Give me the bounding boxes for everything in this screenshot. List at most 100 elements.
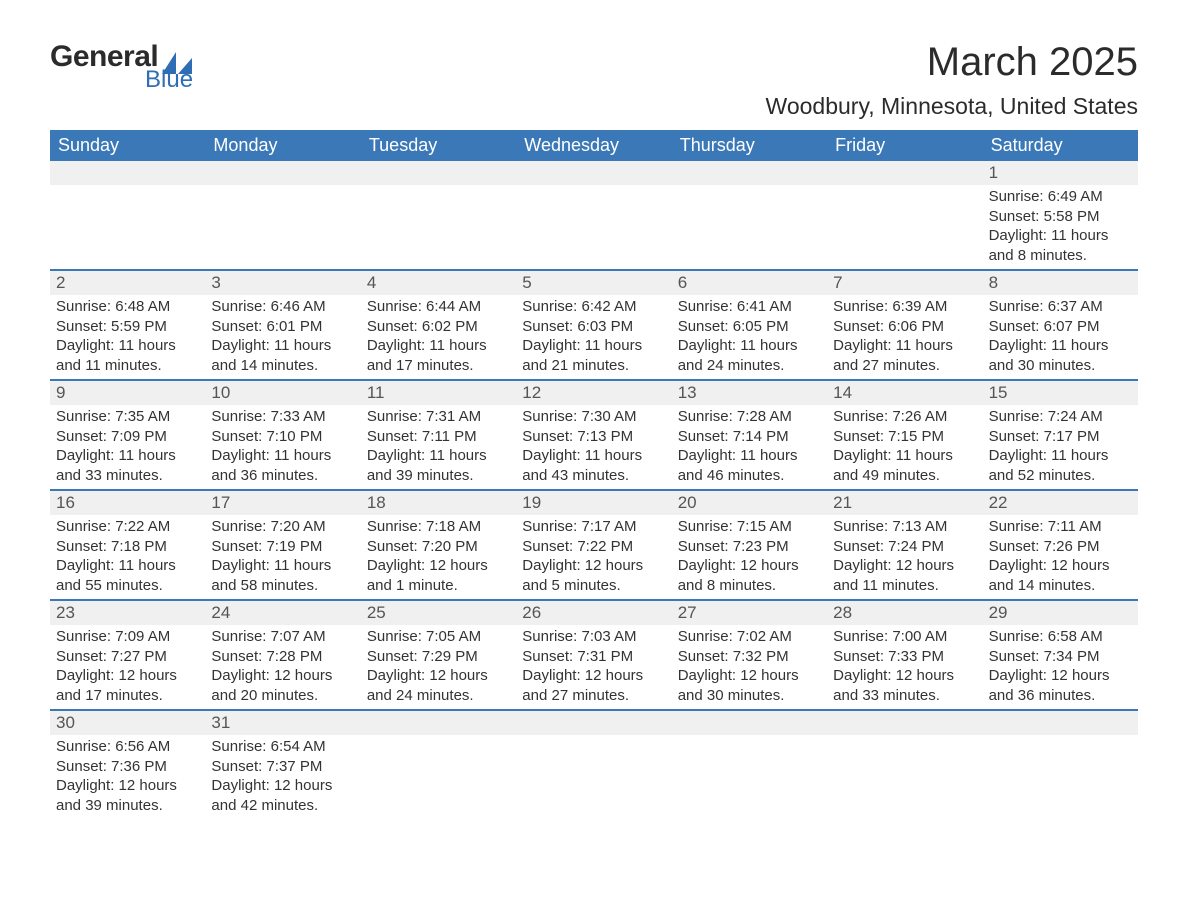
daylight-text: Daylight: 11 hours and 36 minutes.	[211, 446, 354, 485]
empty-day-number	[361, 161, 516, 185]
day-detail: Sunrise: 6:49 AMSunset: 5:58 PMDaylight:…	[983, 185, 1138, 269]
day-number: 23	[50, 601, 205, 625]
week-row: 2Sunrise: 6:48 AMSunset: 5:59 PMDaylight…	[50, 269, 1138, 379]
weeks-container: 1Sunrise: 6:49 AMSunset: 5:58 PMDaylight…	[50, 161, 1138, 819]
sunset-text: Sunset: 7:11 PM	[367, 427, 510, 447]
day-detail: Sunrise: 6:56 AMSunset: 7:36 PMDaylight:…	[50, 735, 205, 819]
day-cell: 5Sunrise: 6:42 AMSunset: 6:03 PMDaylight…	[516, 271, 671, 379]
day-detail: Sunrise: 6:39 AMSunset: 6:06 PMDaylight:…	[827, 295, 982, 379]
day-cell: 31Sunrise: 6:54 AMSunset: 7:37 PMDayligh…	[205, 711, 360, 819]
day-number: 22	[983, 491, 1138, 515]
daylight-text: Daylight: 12 hours and 20 minutes.	[211, 666, 354, 705]
day-cell: 13Sunrise: 7:28 AMSunset: 7:14 PMDayligh…	[672, 381, 827, 489]
daylight-text: Daylight: 12 hours and 11 minutes.	[833, 556, 976, 595]
sunset-text: Sunset: 7:28 PM	[211, 647, 354, 667]
sunrise-text: Sunrise: 7:22 AM	[56, 517, 199, 537]
day-cell: 11Sunrise: 7:31 AMSunset: 7:11 PMDayligh…	[361, 381, 516, 489]
day-number: 6	[672, 271, 827, 295]
week-row: 1Sunrise: 6:49 AMSunset: 5:58 PMDaylight…	[50, 161, 1138, 269]
day-cell	[361, 161, 516, 269]
daylight-text: Daylight: 11 hours and 30 minutes.	[989, 336, 1132, 375]
day-detail: Sunrise: 7:00 AMSunset: 7:33 PMDaylight:…	[827, 625, 982, 709]
month-title: March 2025	[766, 40, 1138, 85]
sunrise-text: Sunrise: 7:00 AM	[833, 627, 976, 647]
sunrise-text: Sunrise: 7:13 AM	[833, 517, 976, 537]
sunset-text: Sunset: 6:01 PM	[211, 317, 354, 337]
sunrise-text: Sunrise: 6:39 AM	[833, 297, 976, 317]
day-number: 27	[672, 601, 827, 625]
day-header-cell: Sunday	[50, 130, 205, 161]
daylight-text: Daylight: 11 hours and 43 minutes.	[522, 446, 665, 485]
day-number: 12	[516, 381, 671, 405]
day-cell: 3Sunrise: 6:46 AMSunset: 6:01 PMDaylight…	[205, 271, 360, 379]
daylight-text: Daylight: 11 hours and 52 minutes.	[989, 446, 1132, 485]
day-number: 31	[205, 711, 360, 735]
sunset-text: Sunset: 6:07 PM	[989, 317, 1132, 337]
sunrise-text: Sunrise: 7:03 AM	[522, 627, 665, 647]
day-detail: Sunrise: 7:07 AMSunset: 7:28 PMDaylight:…	[205, 625, 360, 709]
empty-day-number	[672, 711, 827, 735]
day-detail: Sunrise: 6:44 AMSunset: 6:02 PMDaylight:…	[361, 295, 516, 379]
sunset-text: Sunset: 7:36 PM	[56, 757, 199, 777]
day-number: 14	[827, 381, 982, 405]
empty-day-number	[827, 161, 982, 185]
daylight-text: Daylight: 11 hours and 46 minutes.	[678, 446, 821, 485]
empty-day-detail	[672, 185, 827, 211]
day-detail: Sunrise: 7:24 AMSunset: 7:17 PMDaylight:…	[983, 405, 1138, 489]
sunrise-text: Sunrise: 7:11 AM	[989, 517, 1132, 537]
sunset-text: Sunset: 7:32 PM	[678, 647, 821, 667]
day-cell: 7Sunrise: 6:39 AMSunset: 6:06 PMDaylight…	[827, 271, 982, 379]
day-number: 18	[361, 491, 516, 515]
daylight-text: Daylight: 12 hours and 8 minutes.	[678, 556, 821, 595]
sunset-text: Sunset: 7:09 PM	[56, 427, 199, 447]
sunrise-text: Sunrise: 7:15 AM	[678, 517, 821, 537]
sunrise-text: Sunrise: 6:49 AM	[989, 187, 1132, 207]
sunrise-text: Sunrise: 6:48 AM	[56, 297, 199, 317]
sunrise-text: Sunrise: 7:30 AM	[522, 407, 665, 427]
sunset-text: Sunset: 7:27 PM	[56, 647, 199, 667]
day-number: 25	[361, 601, 516, 625]
empty-day-number	[205, 161, 360, 185]
daylight-text: Daylight: 12 hours and 36 minutes.	[989, 666, 1132, 705]
day-detail: Sunrise: 7:13 AMSunset: 7:24 PMDaylight:…	[827, 515, 982, 599]
sunset-text: Sunset: 6:06 PM	[833, 317, 976, 337]
empty-day-detail	[983, 735, 1138, 761]
day-detail: Sunrise: 6:48 AMSunset: 5:59 PMDaylight:…	[50, 295, 205, 379]
sunset-text: Sunset: 6:03 PM	[522, 317, 665, 337]
week-row: 16Sunrise: 7:22 AMSunset: 7:18 PMDayligh…	[50, 489, 1138, 599]
empty-day-detail	[50, 185, 205, 211]
empty-day-detail	[827, 185, 982, 211]
sunset-text: Sunset: 5:59 PM	[56, 317, 199, 337]
day-number: 15	[983, 381, 1138, 405]
day-detail: Sunrise: 6:58 AMSunset: 7:34 PMDaylight:…	[983, 625, 1138, 709]
day-number: 7	[827, 271, 982, 295]
day-cell: 18Sunrise: 7:18 AMSunset: 7:20 PMDayligh…	[361, 491, 516, 599]
day-detail: Sunrise: 7:15 AMSunset: 7:23 PMDaylight:…	[672, 515, 827, 599]
week-row: 23Sunrise: 7:09 AMSunset: 7:27 PMDayligh…	[50, 599, 1138, 709]
day-detail: Sunrise: 7:18 AMSunset: 7:20 PMDaylight:…	[361, 515, 516, 599]
sunset-text: Sunset: 7:33 PM	[833, 647, 976, 667]
calendar: Sunday Monday Tuesday Wednesday Thursday…	[50, 130, 1138, 819]
daylight-text: Daylight: 11 hours and 58 minutes.	[211, 556, 354, 595]
day-detail: Sunrise: 6:41 AMSunset: 6:05 PMDaylight:…	[672, 295, 827, 379]
day-cell: 27Sunrise: 7:02 AMSunset: 7:32 PMDayligh…	[672, 601, 827, 709]
sunrise-text: Sunrise: 6:46 AM	[211, 297, 354, 317]
day-cell	[827, 161, 982, 269]
daylight-text: Daylight: 12 hours and 39 minutes.	[56, 776, 199, 815]
day-header-cell: Saturday	[983, 130, 1138, 161]
day-detail: Sunrise: 7:33 AMSunset: 7:10 PMDaylight:…	[205, 405, 360, 489]
daylight-text: Daylight: 11 hours and 39 minutes.	[367, 446, 510, 485]
daylight-text: Daylight: 11 hours and 17 minutes.	[367, 336, 510, 375]
day-number: 17	[205, 491, 360, 515]
day-cell: 4Sunrise: 6:44 AMSunset: 6:02 PMDaylight…	[361, 271, 516, 379]
empty-day-detail	[827, 735, 982, 761]
daylight-text: Daylight: 12 hours and 27 minutes.	[522, 666, 665, 705]
day-detail: Sunrise: 7:17 AMSunset: 7:22 PMDaylight:…	[516, 515, 671, 599]
day-cell: 25Sunrise: 7:05 AMSunset: 7:29 PMDayligh…	[361, 601, 516, 709]
day-cell: 9Sunrise: 7:35 AMSunset: 7:09 PMDaylight…	[50, 381, 205, 489]
empty-day-number	[516, 161, 671, 185]
sunset-text: Sunset: 6:05 PM	[678, 317, 821, 337]
day-cell: 20Sunrise: 7:15 AMSunset: 7:23 PMDayligh…	[672, 491, 827, 599]
daylight-text: Daylight: 12 hours and 24 minutes.	[367, 666, 510, 705]
day-cell	[827, 711, 982, 819]
